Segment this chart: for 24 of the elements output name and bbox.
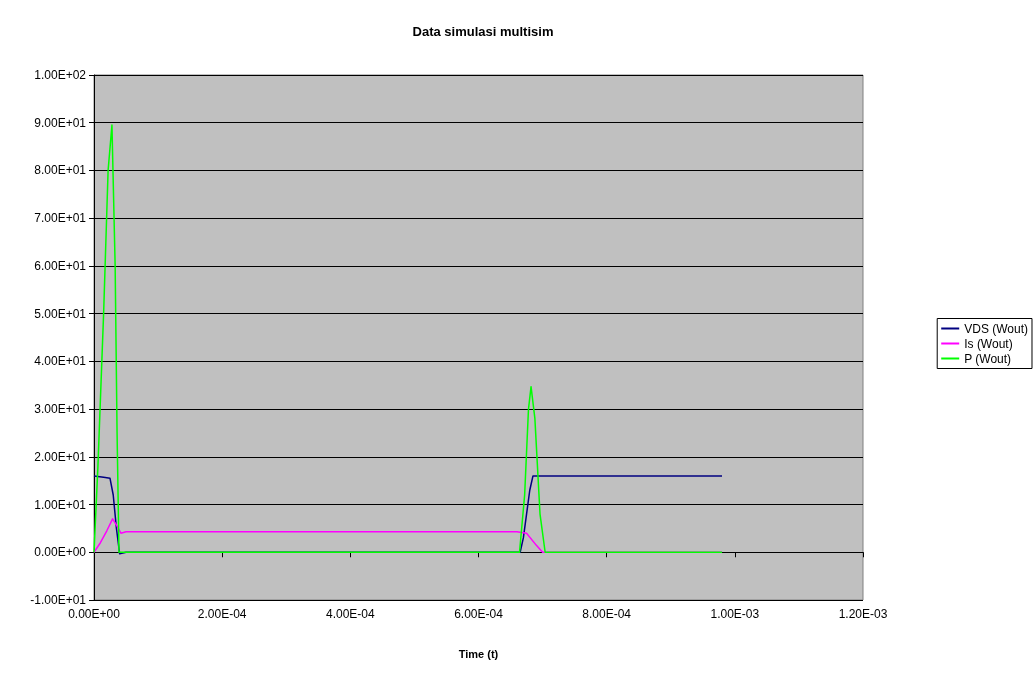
x-tick-label: 4.00E-04: [325, 607, 376, 621]
y-tick-label: 3.00E+01: [34, 402, 87, 417]
y-tick-label: 6.00E+01: [34, 258, 87, 273]
y-tick-label: 9.00E+01: [34, 115, 87, 130]
chart-title: Data simulasi multisim: [412, 24, 554, 39]
y-tick-label: 1.00E+01: [34, 497, 87, 512]
y-tick-label: 5.00E+01: [34, 306, 87, 321]
x-tick-label: 1.20E-03: [838, 607, 888, 621]
x-axis-title: Time (t): [458, 647, 499, 660]
x-tick-label: 1.00E-03: [710, 607, 760, 621]
y-tick-label: 7.00E+01: [34, 211, 87, 226]
y-tick-label: 1.00E+02: [34, 68, 87, 82]
y-tick-label: 8.00E+01: [34, 163, 87, 178]
x-tick-label: 2.00E-04: [197, 607, 247, 621]
legend-label: VDS (Wout): [964, 321, 1029, 336]
legend-label: Is (Wout): [964, 336, 1013, 351]
x-tick-label: 0.00E+00: [68, 607, 121, 621]
y-tick-label: -1.00E+01: [30, 593, 87, 607]
legend-label: P (Wout): [964, 351, 1012, 366]
x-tick-label: 6.00E-04: [454, 607, 504, 621]
y-tick-label: 2.00E+01: [34, 449, 87, 464]
y-tick-label: 0.00E+00: [34, 545, 87, 560]
y-tick-label: 4.00E+01: [34, 354, 87, 369]
x-tick-label: 8.00E-04: [582, 607, 632, 621]
